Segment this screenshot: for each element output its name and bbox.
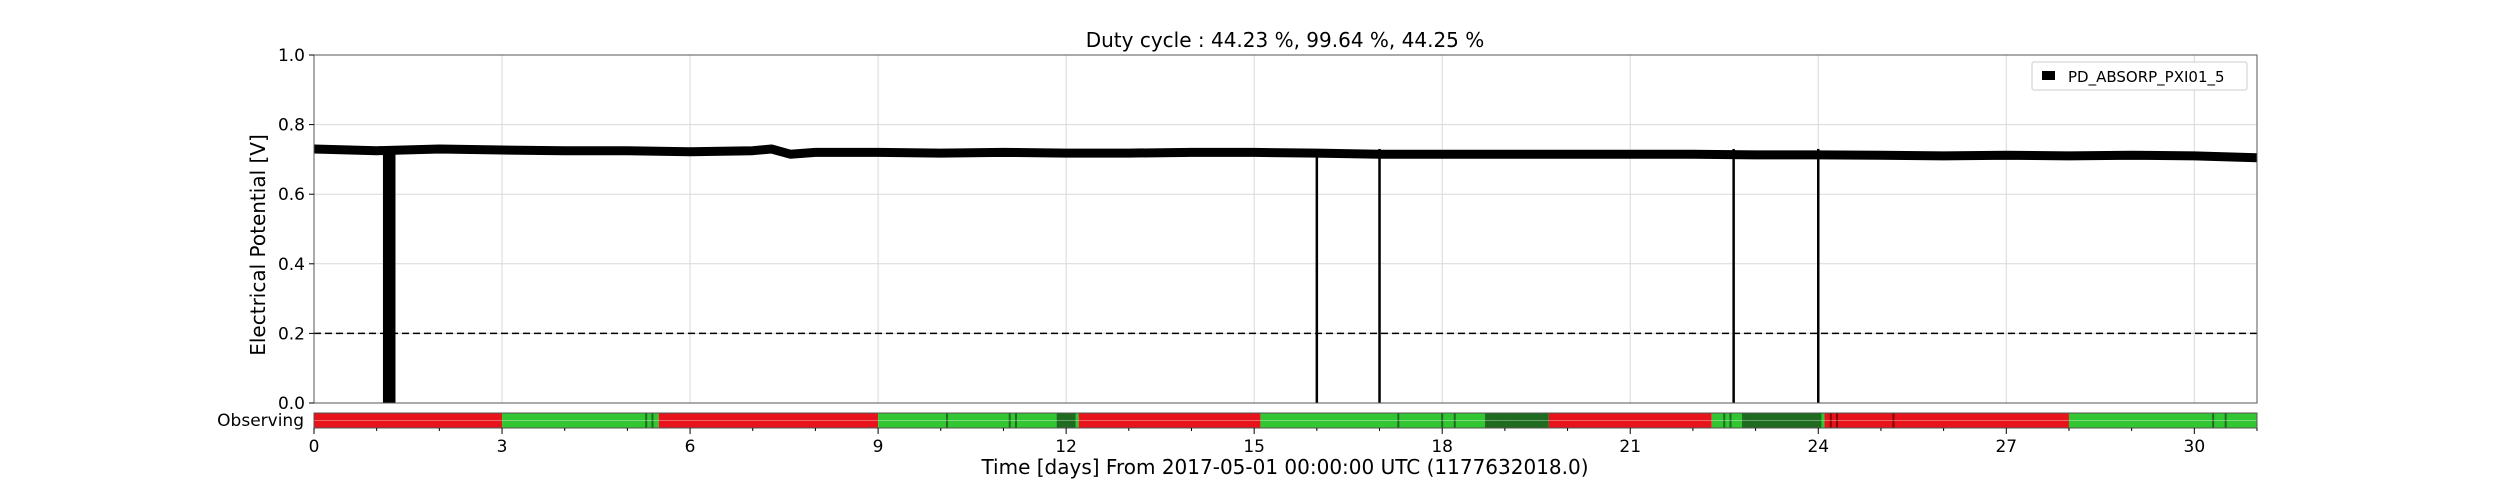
x-tick-label: 24 [1807,437,1829,457]
state-dark-tick [1729,413,1732,428]
plot-frame [313,54,2258,404]
series-line [313,144,2258,163]
state-dark-tick [1503,413,1506,428]
state-dark-tick [1453,413,1456,428]
chart-title: Duty cycle : 44.23 %, 99.64 %, 44.25 % [1086,28,1485,52]
state-dark-tick [1767,413,1770,428]
x-tick-label: 6 [685,437,696,457]
y-axis-label: Electrical Potential [V] [246,134,270,356]
legend[interactable]: PD_ABSORP_PXI01_5 [2031,61,2248,91]
x-tick-label: 30 [2184,437,2206,457]
state-segment [878,413,1079,428]
state-dark-tick [1071,413,1074,428]
legend-label: PD_ABSORP_PXI01_5 [2068,68,2225,87]
state-segment [658,413,879,428]
series-dropout [1378,148,1381,403]
series-dropout [1732,148,1735,403]
state-dark-tick [1058,413,1061,428]
series-group [313,144,2258,403]
x-tick-label: 9 [873,437,884,457]
x-tick-label: 0 [309,437,320,457]
x-tick-label: 12 [1055,437,1077,457]
state-dark-block [1743,413,1822,428]
state-dark-tick [1748,413,1751,428]
state-segment [314,413,503,428]
state-segment [1078,413,1261,428]
state-segment [1548,413,1712,428]
state-off-tick [1829,413,1832,428]
x-tick-label: 21 [1619,437,1641,457]
x-tick-label: 15 [1243,437,1265,457]
grid [313,54,2257,404]
series-dropout [1817,148,1820,403]
state-dark-tick [946,413,949,428]
series-dropout [1315,148,1319,403]
y-ticks: 0.0 0.2 0.4 0.6 0.8 1.0 [278,46,314,414]
state-dark-tick [1485,413,1488,428]
state-segment [1260,413,1549,428]
state-dark-tick [1397,413,1400,428]
state-dark-tick [1785,413,1788,428]
x-axis-label: Time [days] From 2017-05-01 00:00:00 UTC… [980,455,1588,479]
y-tick-label: 0.0 [278,394,305,414]
y-tick-label: 0.2 [278,324,305,344]
state-dark-tick [645,413,648,428]
legend-box [2031,61,2248,91]
y-tick-label: 0.6 [278,185,305,205]
state-off-tick [1836,413,1839,428]
x-ticks: 0 3 6 9 12 15 18 21 24 27 30 [309,428,2258,457]
series-dropout [382,148,396,403]
state-dark-tick [1441,413,1444,428]
state-dark-tick [1516,413,1519,428]
state-segment [2068,413,2257,428]
state-bar-frame [313,412,2258,429]
x-tick-label: 27 [1995,437,2017,457]
legend-swatch [2042,71,2055,80]
state-segment [502,413,659,428]
y-tick-label: 0.4 [278,255,305,275]
state-dark-tick [651,413,654,428]
state-bar-label: Observing [217,411,304,431]
y-tick-label: 0.8 [278,116,305,136]
state-dark-tick [1014,413,1017,428]
y-tick-label: 1.0 [278,46,305,66]
state-bar [314,413,2257,428]
state-dark-tick [1723,413,1726,428]
x-tick-label: 18 [1431,437,1453,457]
state-dark-tick [2212,413,2215,428]
state-off-tick [1892,413,1895,428]
x-tick-label: 3 [497,437,508,457]
state-dark-tick [1742,413,1745,428]
state-segment [1824,413,2069,428]
state-dark-tick [2224,413,2227,428]
state-dark-tick [1497,413,1500,428]
state-dark-tick [1065,413,1068,428]
state-dark-tick [1008,413,1011,428]
